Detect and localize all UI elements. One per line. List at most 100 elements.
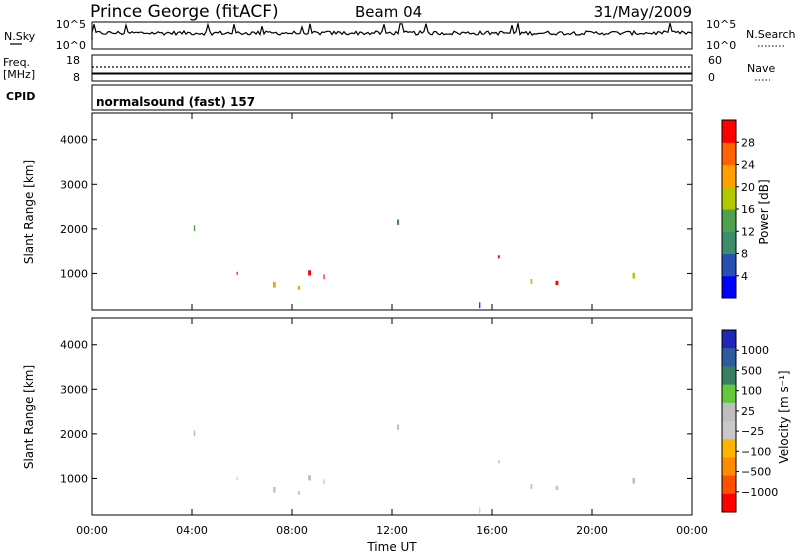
power-cell (632, 272, 635, 279)
velocity-cbar-tick-label: −1000 (741, 486, 778, 499)
noise-panel-frame (91, 21, 693, 50)
velocity-cell (297, 490, 301, 495)
ytick-label: 2000 (60, 428, 88, 441)
power-cell (479, 302, 481, 309)
velocity-panel: 1000 2000 3000 4000 00:00 04:00 08:00 12:00 16:… (22, 113, 708, 554)
power-colorbar-ticks: 4 8 12 16 20 24 28 (736, 136, 755, 283)
velocity-colorbar-label: Velocity [m s⁻¹] (777, 370, 791, 463)
cpid-panel-frame (91, 84, 693, 111)
noise-right-label: N.Search (746, 28, 796, 41)
noise-panel: N.Sky 10^5 10^0 10^5 10^0 N.Search (4, 18, 796, 52)
velocity-colorbar-swatch (722, 475, 736, 495)
power-cell (497, 255, 500, 259)
velocity-colorbar-ticks: 1000 500 100 25 −25 −100 −500 −1000 (736, 344, 778, 499)
power-cell (397, 219, 400, 225)
velocity-panel-frame (91, 317, 693, 516)
noise-left-tick-top: 10^5 (56, 18, 86, 31)
velocity-cbar-tick-label: −100 (741, 445, 771, 458)
power-cbar-tick-label: 8 (741, 248, 748, 261)
power-colorbar-swatch (722, 186, 736, 210)
velocity-cbar-tick-label: 500 (741, 364, 762, 377)
ytick-label: 1000 (60, 267, 88, 280)
velocity-cell (323, 479, 325, 485)
power-colorbar-swatch (722, 231, 736, 254)
power-data-layer (193, 219, 635, 309)
freq-panel: Freq. [MHz] 18 8 60 0 Nave (3, 54, 775, 84)
velocity-cell (497, 460, 500, 464)
power-colorbar-swatches (721, 119, 737, 299)
power-panel: 1000 2000 3000 4000 Slant Range [km] (22, 112, 693, 311)
velocity-colorbar-swatch (722, 439, 736, 458)
velocity-colorbar-swatch (722, 457, 736, 477)
xtick-label: 16:00 (476, 524, 508, 537)
power-colorbar-swatch (722, 209, 736, 232)
velocity-colorbar-swatch (722, 384, 736, 404)
freq-left-label-line2: [MHz] (3, 68, 35, 81)
freq-right-tick-top: 60 (708, 54, 722, 67)
power-cell (193, 225, 196, 232)
velocity-cell (530, 484, 533, 489)
velocity-cell (555, 485, 559, 490)
xtick-label: 00:00 (76, 524, 108, 537)
station-title: Prince George (fitACF) (90, 2, 279, 22)
noise-left-tick-bottom: 10^0 (56, 39, 86, 52)
velocity-cell (479, 507, 481, 514)
power-cell (236, 271, 238, 275)
xtick-label: 08:00 (276, 524, 308, 537)
velocity-colorbar-swatch (722, 330, 736, 349)
velocity-yaxis: 1000 2000 3000 4000 (60, 339, 692, 485)
cpid-program: normalsound (fast) 157 (96, 95, 255, 109)
power-colorbar-swatch (722, 164, 736, 188)
xtick-label: 00:00 (676, 524, 708, 537)
power-cbar-tick-label: 28 (741, 136, 755, 149)
velocity-colorbar-swatch (722, 402, 736, 422)
power-colorbar-label: Power [dB] (757, 179, 771, 244)
power-colorbar-swatch (722, 253, 736, 277)
power-cbar-tick-label: 4 (741, 270, 748, 283)
velocity-cell (308, 475, 311, 481)
power-ylabel: Slant Range [km] (22, 160, 36, 264)
velocity-cbar-tick-label: −500 (741, 466, 771, 479)
velocity-data-layer (193, 424, 635, 514)
freq-right-label: Nave (747, 62, 775, 75)
velocity-cell (632, 477, 635, 484)
ytick-label: 4000 (60, 339, 88, 352)
ytick-label: 2000 (60, 223, 88, 236)
velocity-cbar-tick-label: 25 (741, 405, 755, 418)
velocity-cell (397, 424, 400, 430)
xtick-label: 04:00 (176, 524, 208, 537)
velocity-colorbar-swatch (722, 348, 736, 367)
power-cell (555, 280, 559, 285)
xtick-label: 12:00 (376, 524, 408, 537)
ytick-label: 3000 (60, 178, 88, 191)
cpid-panel: CPID normalsound (fast) 157 (6, 84, 693, 111)
velocity-colorbar-frame (721, 329, 737, 513)
velocity-cell (273, 487, 276, 493)
ytick-label: 4000 (60, 134, 88, 147)
power-cell (308, 270, 311, 276)
power-panel-frame (91, 112, 693, 311)
cpid-label: CPID (6, 90, 35, 103)
noise-left-label: N.Sky (4, 30, 36, 43)
freq-left-tick-bottom: 8 (73, 71, 80, 84)
noise-right-tick-top: 10^5 (706, 18, 736, 31)
power-cbar-tick-label: 12 (741, 225, 755, 238)
velocity-xaxis: 00:00 04:00 08:00 12:00 16:00 20:00 00:00 (76, 113, 708, 537)
time-xlabel: Time UT (366, 540, 417, 554)
power-yaxis: 1000 2000 3000 4000 (60, 134, 692, 280)
power-cbar-tick-label: 24 (741, 159, 755, 172)
freq-left-tick-top: 18 (66, 54, 80, 67)
velocity-ylabel: Slant Range [km] (22, 365, 36, 469)
velocity-colorbar-swatches (721, 329, 737, 513)
power-cell (530, 279, 533, 284)
beam-title: Beam 04 (355, 3, 422, 21)
velocity-cell (193, 430, 196, 437)
velocity-cbar-tick-label: −25 (741, 425, 764, 438)
power-cbar-tick-label: 20 (741, 181, 755, 194)
power-colorbar: 4 8 12 16 20 24 28 Power [dB] (721, 119, 771, 299)
velocity-colorbar-swatch (722, 421, 736, 440)
power-colorbar-swatch (722, 142, 736, 165)
freq-left-label-line1: Freq. (3, 56, 30, 69)
power-cell (297, 285, 301, 290)
